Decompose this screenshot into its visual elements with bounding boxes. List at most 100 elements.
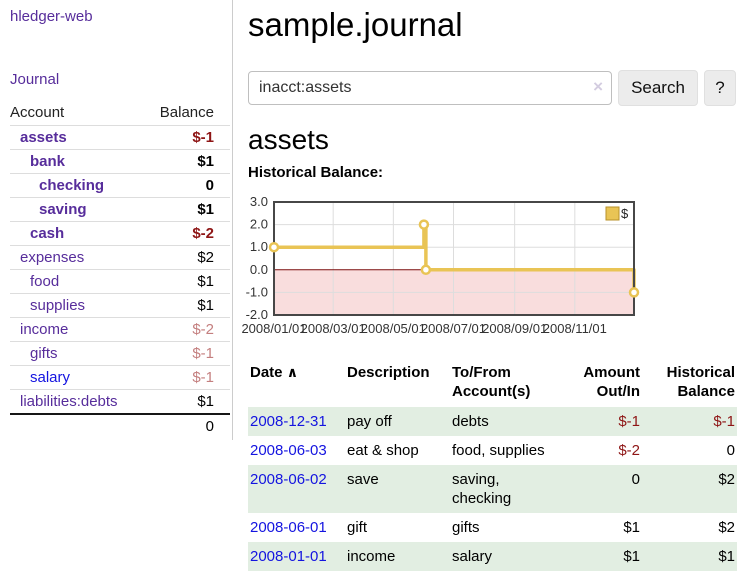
account-row: food $1 bbox=[10, 269, 230, 294]
svg-text:-2.0: -2.0 bbox=[246, 307, 268, 322]
transaction-date-link[interactable]: 2008-01-01 bbox=[250, 548, 327, 565]
transaction-row: 2008-06-02 save saving, checking 0 $2 bbox=[248, 465, 737, 513]
account-link-expenses[interactable]: expenses bbox=[20, 249, 85, 266]
transaction-amount: $-2 bbox=[618, 442, 640, 459]
account-balance: $1 bbox=[143, 149, 230, 174]
account-row: gifts $-1 bbox=[10, 341, 230, 366]
accounts-total-row: 0 bbox=[10, 413, 230, 438]
account-heading: assets bbox=[248, 124, 329, 155]
svg-text:0.0: 0.0 bbox=[250, 262, 268, 277]
account-row: cash $-2 bbox=[10, 221, 230, 246]
brand-link[interactable]: hledger-web bbox=[10, 8, 93, 25]
transaction-row: 2008-06-01 gift gifts $1 $2 bbox=[248, 513, 737, 542]
svg-text:3.0: 3.0 bbox=[250, 194, 268, 209]
account-balance: $-1 bbox=[143, 341, 230, 366]
account-link-income[interactable]: income bbox=[20, 321, 69, 338]
svg-text:2008/07/01: 2008/07/01 bbox=[421, 321, 486, 336]
transaction-row: 2008-06-03 eat & shop food, supplies $-2… bbox=[248, 436, 737, 465]
sidebar-divider bbox=[232, 0, 233, 440]
balance-column-header: Balance bbox=[159, 104, 214, 121]
account-link-supplies[interactable]: supplies bbox=[30, 297, 86, 314]
description-column-header: Description bbox=[347, 364, 430, 381]
svg-text:2.0: 2.0 bbox=[250, 217, 268, 232]
transaction-description: income bbox=[345, 542, 450, 571]
account-balance: $-2 bbox=[143, 221, 230, 246]
account-link-checking[interactable]: checking bbox=[39, 177, 105, 194]
svg-text:2008/09/01: 2008/09/01 bbox=[482, 321, 547, 336]
account-row: assets $-1 bbox=[10, 125, 230, 150]
balance-column-header: Historical Balance bbox=[666, 364, 735, 400]
transaction-balance: $1 bbox=[642, 542, 737, 571]
account-row: salary $-1 bbox=[10, 365, 230, 390]
account-row: expenses $2 bbox=[10, 245, 230, 270]
search-button[interactable]: Search bbox=[618, 70, 698, 106]
transaction-description: pay off bbox=[345, 407, 450, 436]
amount-column-header: Amount Out/In bbox=[583, 364, 640, 400]
transaction-amount: $1 bbox=[623, 519, 640, 536]
account-balance: $1 bbox=[143, 293, 230, 318]
transaction-accounts: debts bbox=[450, 407, 552, 436]
account-balance: 0 bbox=[143, 173, 230, 198]
account-balance: $-1 bbox=[143, 365, 230, 390]
account-row: bank $1 bbox=[10, 149, 230, 174]
transaction-accounts: salary bbox=[450, 542, 552, 571]
sidebar-item-journal[interactable]: Journal bbox=[10, 71, 60, 88]
svg-text:1.0: 1.0 bbox=[250, 239, 268, 254]
account-link-food[interactable]: food bbox=[30, 273, 60, 290]
account-row: income $-2 bbox=[10, 317, 230, 342]
account-link-saving[interactable]: saving bbox=[39, 201, 87, 218]
search-input[interactable] bbox=[248, 71, 612, 105]
account-row: checking 0 bbox=[10, 173, 230, 198]
chart-title: Historical Balance: bbox=[248, 164, 384, 181]
transaction-amount: $1 bbox=[552, 542, 642, 571]
accounts-column-header: Account bbox=[10, 104, 65, 121]
transaction-balance: 0 bbox=[726, 442, 735, 459]
account-balance: $-1 bbox=[143, 125, 230, 150]
account-link-assets[interactable]: assets bbox=[20, 129, 67, 146]
register-table: Date ∧ Description To/From Account(s) Am… bbox=[248, 361, 737, 571]
account-link-gifts[interactable]: gifts bbox=[30, 345, 58, 362]
transaction-row: 2008-12-31 pay off debts $-1 $-1 bbox=[248, 407, 737, 436]
svg-text:2008/05/01: 2008/05/01 bbox=[361, 321, 426, 336]
transaction-description: gift bbox=[347, 519, 368, 536]
transaction-date-link[interactable]: 2008-06-01 bbox=[250, 519, 327, 536]
transaction-row: 2008-01-01 income salary $1 $1 bbox=[248, 542, 737, 571]
main-content: sample.journal × Search ? assets Histori… bbox=[241, 0, 740, 571]
svg-text:$: $ bbox=[621, 206, 629, 221]
svg-text:2008/01/01: 2008/01/01 bbox=[241, 321, 306, 336]
date-column-header[interactable]: Date ∧ bbox=[250, 364, 299, 381]
sort-ascending-icon: ∧ bbox=[286, 364, 299, 380]
search-form: × Search ? bbox=[248, 70, 740, 106]
help-button[interactable]: ? bbox=[704, 70, 736, 106]
transaction-balance: $2 bbox=[642, 465, 737, 513]
account-link-salary[interactable]: salary bbox=[30, 369, 71, 386]
historical-balance-chart: $3.0 2.0 1.0 0.0 -1.0 -2.0 2008/01/01 2008/03/0… bbox=[240, 194, 740, 336]
account-balance: $1 bbox=[143, 389, 230, 414]
account-link-bank[interactable]: bank bbox=[30, 153, 66, 170]
account-link-cash[interactable]: cash bbox=[30, 225, 65, 242]
register-header-row: Date ∧ Description To/From Account(s) Am… bbox=[248, 361, 737, 407]
accounts-table: Account Balance assets $-1 bank $1 check… bbox=[10, 101, 230, 438]
svg-text:-1.0: -1.0 bbox=[246, 284, 268, 299]
page-title: sample.journal bbox=[248, 6, 463, 43]
svg-text:2008/11/01: 2008/11/01 bbox=[543, 321, 607, 336]
sidebar: hledger-web Journal Account Balance asse… bbox=[0, 0, 232, 438]
chart-canvas: $3.0 2.0 1.0 0.0 -1.0 -2.02008/01/012008/03/0… bbox=[241, 194, 640, 336]
transaction-accounts: gifts bbox=[452, 519, 480, 536]
account-row: liabilities:debts $1 bbox=[10, 389, 230, 414]
accounts-total-balance: 0 bbox=[143, 413, 230, 438]
transaction-amount: 0 bbox=[552, 465, 642, 513]
clear-search-icon[interactable]: × bbox=[593, 77, 603, 96]
transaction-balance: $2 bbox=[718, 519, 735, 536]
transaction-balance: $-1 bbox=[642, 407, 737, 436]
transaction-date-link[interactable]: 2008-06-02 bbox=[250, 471, 327, 488]
transaction-description: save bbox=[345, 465, 450, 513]
transaction-description: eat & shop bbox=[347, 442, 419, 459]
account-link-liabilities-debts[interactable]: liabilities:debts bbox=[20, 393, 118, 410]
transaction-date-link[interactable]: 2008-06-03 bbox=[250, 442, 327, 459]
account-balance: $-2 bbox=[143, 317, 230, 342]
account-balance: $1 bbox=[143, 269, 230, 294]
account-row: saving $1 bbox=[10, 197, 230, 222]
transaction-date-link[interactable]: 2008-12-31 bbox=[250, 413, 327, 430]
transaction-accounts: food, supplies bbox=[452, 442, 545, 459]
